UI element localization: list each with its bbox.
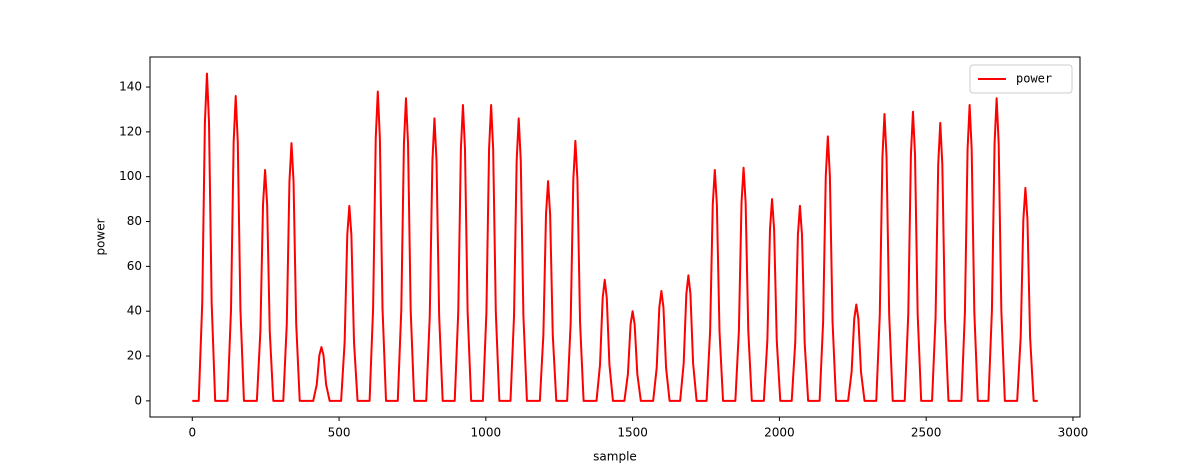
x-tick-label: 2000 — [764, 426, 795, 440]
x-tick-label: 0 — [188, 426, 196, 440]
x-tick-label: 3000 — [1058, 426, 1089, 440]
legend-label: power — [1016, 72, 1052, 86]
y-tick-label: 100 — [119, 169, 142, 183]
plot-frame — [149, 56, 1081, 418]
y-tick-label: 120 — [119, 124, 142, 138]
y-tick-label: 20 — [127, 349, 142, 363]
x-tick-label: 2500 — [911, 426, 942, 440]
x-tick-label: 1500 — [617, 426, 648, 440]
line — [192, 72, 1038, 402]
legend-box — [969, 64, 1073, 94]
y-axis-label: power — [94, 218, 108, 255]
y-tick-label: 40 — [127, 304, 142, 318]
y-tick-label: 80 — [127, 214, 142, 228]
x-tick-label: 1000 — [471, 426, 502, 440]
x-tick-label: 500 — [328, 426, 351, 440]
y-tick-label: 140 — [119, 80, 142, 94]
x-axis-label: sample — [593, 450, 637, 464]
y-tick-label: 0 — [134, 393, 142, 407]
y-tick-label: 60 — [127, 259, 142, 273]
